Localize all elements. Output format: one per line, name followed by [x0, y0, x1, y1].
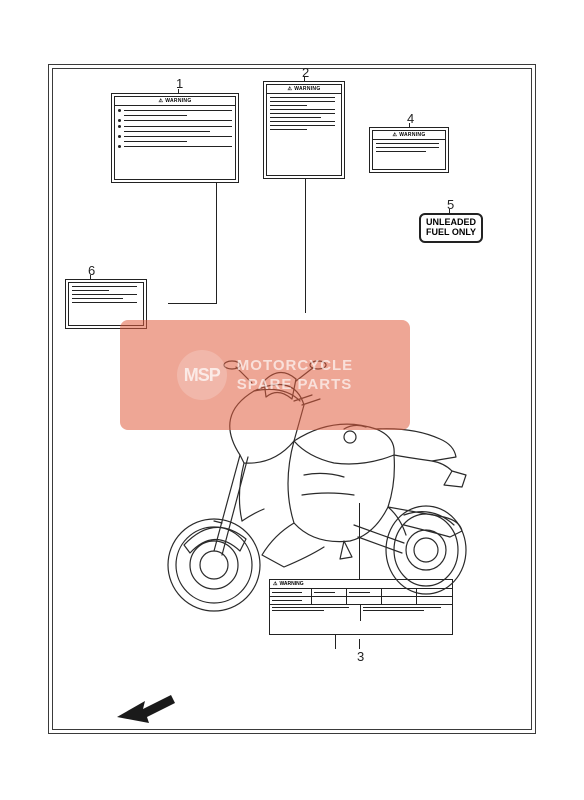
warning-label-2: WARNING — [263, 81, 345, 179]
warning-header: WARNING — [115, 97, 235, 106]
leader-2v — [305, 179, 306, 313]
motorcycle-drawing — [144, 345, 484, 625]
fuel-label: UNLEADED FUEL ONLY — [419, 213, 483, 243]
info-label-6 — [65, 279, 147, 329]
warning-header: WARNING — [267, 85, 341, 94]
diagram-frame: 1 2 4 5 6 3 WARNING WARNING — [48, 64, 536, 734]
warning-header: WARNING — [373, 131, 445, 140]
warning-body — [373, 140, 445, 169]
tick-3b — [335, 633, 336, 649]
warning-body — [115, 106, 235, 179]
leader-1h — [168, 303, 217, 304]
warning-body — [267, 94, 341, 175]
direction-arrow — [117, 687, 187, 727]
callout-3: 3 — [357, 649, 364, 664]
fuel-line2: FUEL ONLY — [426, 228, 476, 238]
tick-3 — [359, 639, 360, 649]
leader-1v — [216, 183, 217, 303]
warning-label-1: WARNING — [111, 93, 239, 183]
warning-label-4: WARNING — [369, 127, 449, 173]
